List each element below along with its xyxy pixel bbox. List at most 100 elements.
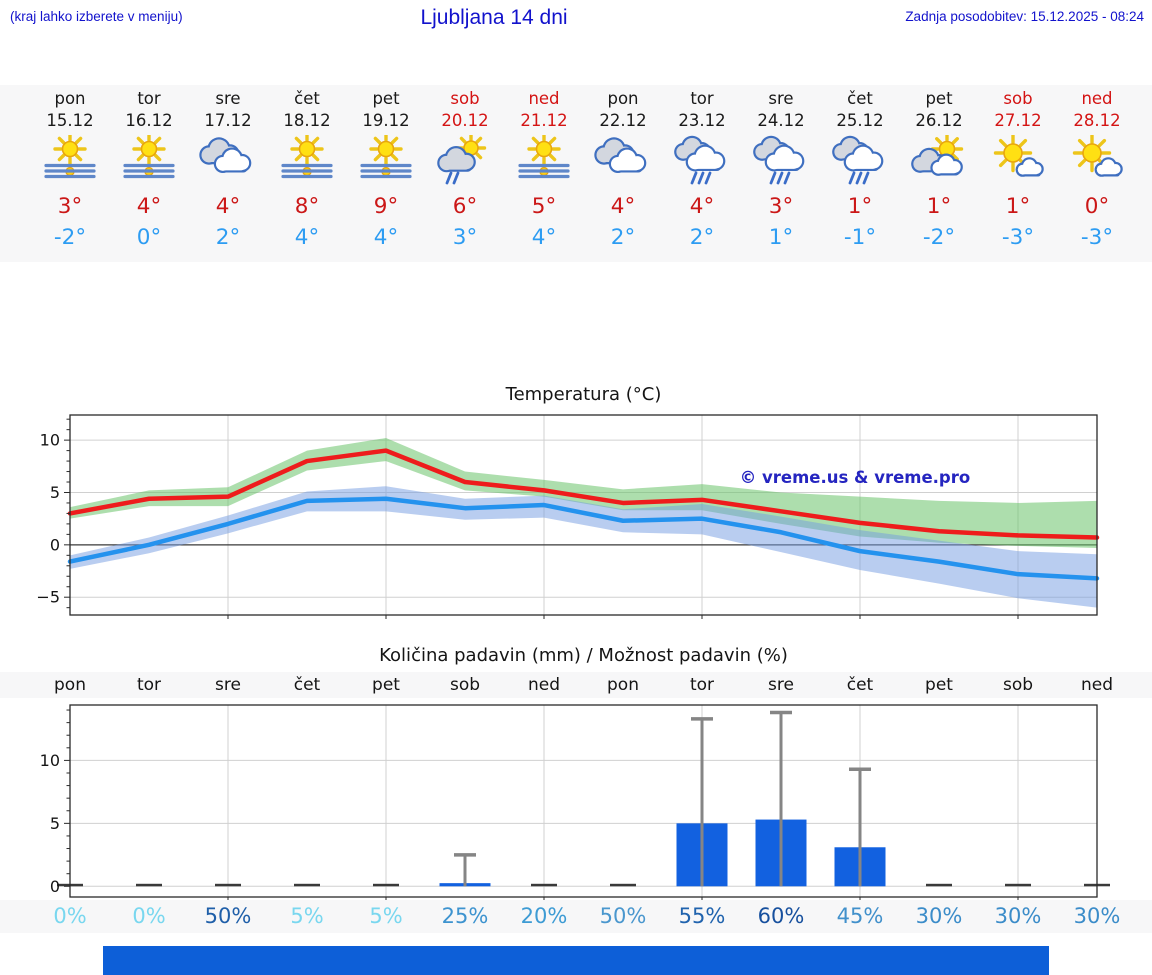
bottom-blue-bar: [103, 946, 1049, 975]
precip-day-label: sre: [215, 675, 241, 695]
max-temperature: 6°: [452, 194, 478, 219]
day-name: ned: [528, 89, 560, 108]
day-name: ned: [1081, 89, 1113, 108]
day-date: 21.12: [520, 111, 568, 130]
precip-day-label: sob: [1002, 675, 1034, 695]
svg-text:10: 10: [40, 751, 60, 770]
day-name: sob: [1003, 89, 1033, 108]
svg-text:10: 10: [40, 431, 60, 450]
day-date: 19.12: [362, 111, 410, 130]
min-temperature: -3°: [1001, 225, 1035, 250]
precip-day-label: pon: [607, 675, 639, 695]
cloud-rain-icon: [832, 135, 884, 185]
min-temperature: 3°: [452, 225, 478, 250]
day-name: tor: [690, 89, 714, 108]
max-temperature: 0°: [1084, 194, 1110, 219]
location-menu-hint: (kraj lahko izberete v meniju): [10, 9, 183, 24]
day-name: čet: [847, 89, 873, 108]
precip-day-label: pon: [54, 675, 86, 695]
day-date: 22.12: [599, 111, 647, 130]
day-date: 20.12: [441, 111, 489, 130]
precip-probability-row: 0% 0% 50% 5% 5% 25% 20% 50% 55% 60% 45% 30% 30% 30%: [0, 900, 1152, 933]
day-date: 17.12: [204, 111, 252, 130]
min-temperature: 4°: [373, 225, 399, 250]
day-date: 26.12: [915, 111, 963, 130]
max-temperature: 4°: [215, 194, 241, 219]
day-date: 23.12: [678, 111, 726, 130]
min-temperature: 4°: [531, 225, 557, 250]
day-name: pon: [54, 89, 86, 108]
day-name: sre: [768, 89, 794, 108]
max-temperature: 1°: [1005, 194, 1031, 219]
precip-day-label: pet: [925, 675, 953, 695]
sun-fog-icon: [44, 135, 96, 179]
cloudy-icon: [594, 137, 647, 174]
precipitation-chart-title: Količina padavin (mm) / Možnost padavin …: [379, 645, 788, 666]
precipitation-chart: 0 5 10: [0, 698, 1152, 902]
min-temperature: 2°: [610, 225, 636, 250]
precip-day-label: tor: [136, 675, 162, 695]
precip-probability-label: 30%: [915, 904, 963, 928]
day-name: čet: [294, 89, 320, 108]
min-temperature: -2°: [922, 225, 956, 250]
max-temperature: 3°: [57, 194, 83, 219]
sun-small-cloud-icon: [993, 135, 1044, 177]
precip-day-label: tor: [689, 675, 715, 695]
day-date: 28.12: [1073, 111, 1121, 130]
precip-probability-label: 0%: [132, 904, 166, 928]
day-name: pet: [925, 89, 953, 108]
page-title: Ljubljana 14 dni: [420, 6, 568, 29]
precip-day-label: čet: [293, 675, 321, 695]
temperature-chart-title: Temperatura (°C): [505, 384, 662, 405]
precip-day-label: sre: [768, 675, 794, 695]
max-temperature: 1°: [847, 194, 873, 219]
precip-probability-label: 50%: [599, 904, 647, 928]
sun-small-cloud-icon: [1072, 135, 1123, 177]
min-temperature: 0°: [136, 225, 162, 250]
max-temperature: 9°: [373, 194, 399, 219]
precip-day-label: ned: [1080, 675, 1114, 695]
max-temperature: 8°: [294, 194, 320, 219]
precip-probability-label: 5%: [369, 904, 403, 928]
last-update-label: Zadnja posodobitev: 15.12.2025 - 08:24: [905, 9, 1144, 24]
precip-probability-label: 20%: [520, 904, 568, 928]
precip-probability-label: 60%: [757, 904, 805, 928]
min-temperature: 2°: [215, 225, 241, 250]
day-date: 18.12: [283, 111, 331, 130]
watermark: © vreme.us & vreme.pro: [740, 468, 970, 487]
sun-fog-icon: [518, 135, 570, 179]
precip-probability-label: 30%: [1073, 904, 1121, 928]
precip-day-label: ned: [527, 675, 561, 695]
svg-text:5: 5: [50, 483, 60, 502]
min-temperature: -3°: [1080, 225, 1114, 250]
max-temperature: 1°: [926, 194, 952, 219]
cloudy-icon: [199, 137, 252, 174]
temperature-chart: −5 0 5 10 © vreme.us & vreme.pro: [0, 410, 1152, 630]
min-temperature: 4°: [294, 225, 320, 250]
svg-text:0: 0: [50, 535, 60, 554]
sun-cloud-icon: [911, 135, 964, 176]
precip-probability-label: 25%: [441, 904, 489, 928]
precip-day-label: čet: [846, 675, 874, 695]
day-date: 27.12: [994, 111, 1042, 130]
precip-probability-label: 55%: [678, 904, 726, 928]
precip-day-labels-row: pon tor sre čet pet sob ned pon tor sre čet pet sob n…: [0, 672, 1152, 698]
precip-day-label: sob: [449, 675, 481, 695]
precip-probability-label: 45%: [836, 904, 884, 928]
sun-fog-icon: [360, 135, 412, 179]
day-name: sob: [450, 89, 480, 108]
day-name: pon: [607, 89, 639, 108]
day-name: tor: [137, 89, 161, 108]
sun-cloud-rain-icon: [437, 135, 487, 185]
precip-probability-label: 50%: [204, 904, 252, 928]
svg-text:5: 5: [50, 814, 60, 833]
day-name: pet: [372, 89, 400, 108]
max-temperature: 5°: [531, 194, 557, 219]
max-temperature: 4°: [689, 194, 715, 219]
min-temperature: 2°: [689, 225, 715, 250]
cloud-rain-icon: [753, 135, 805, 185]
sun-fog-icon: [281, 135, 333, 179]
day-name: sre: [215, 89, 241, 108]
precip-probability-label: 30%: [994, 904, 1042, 928]
